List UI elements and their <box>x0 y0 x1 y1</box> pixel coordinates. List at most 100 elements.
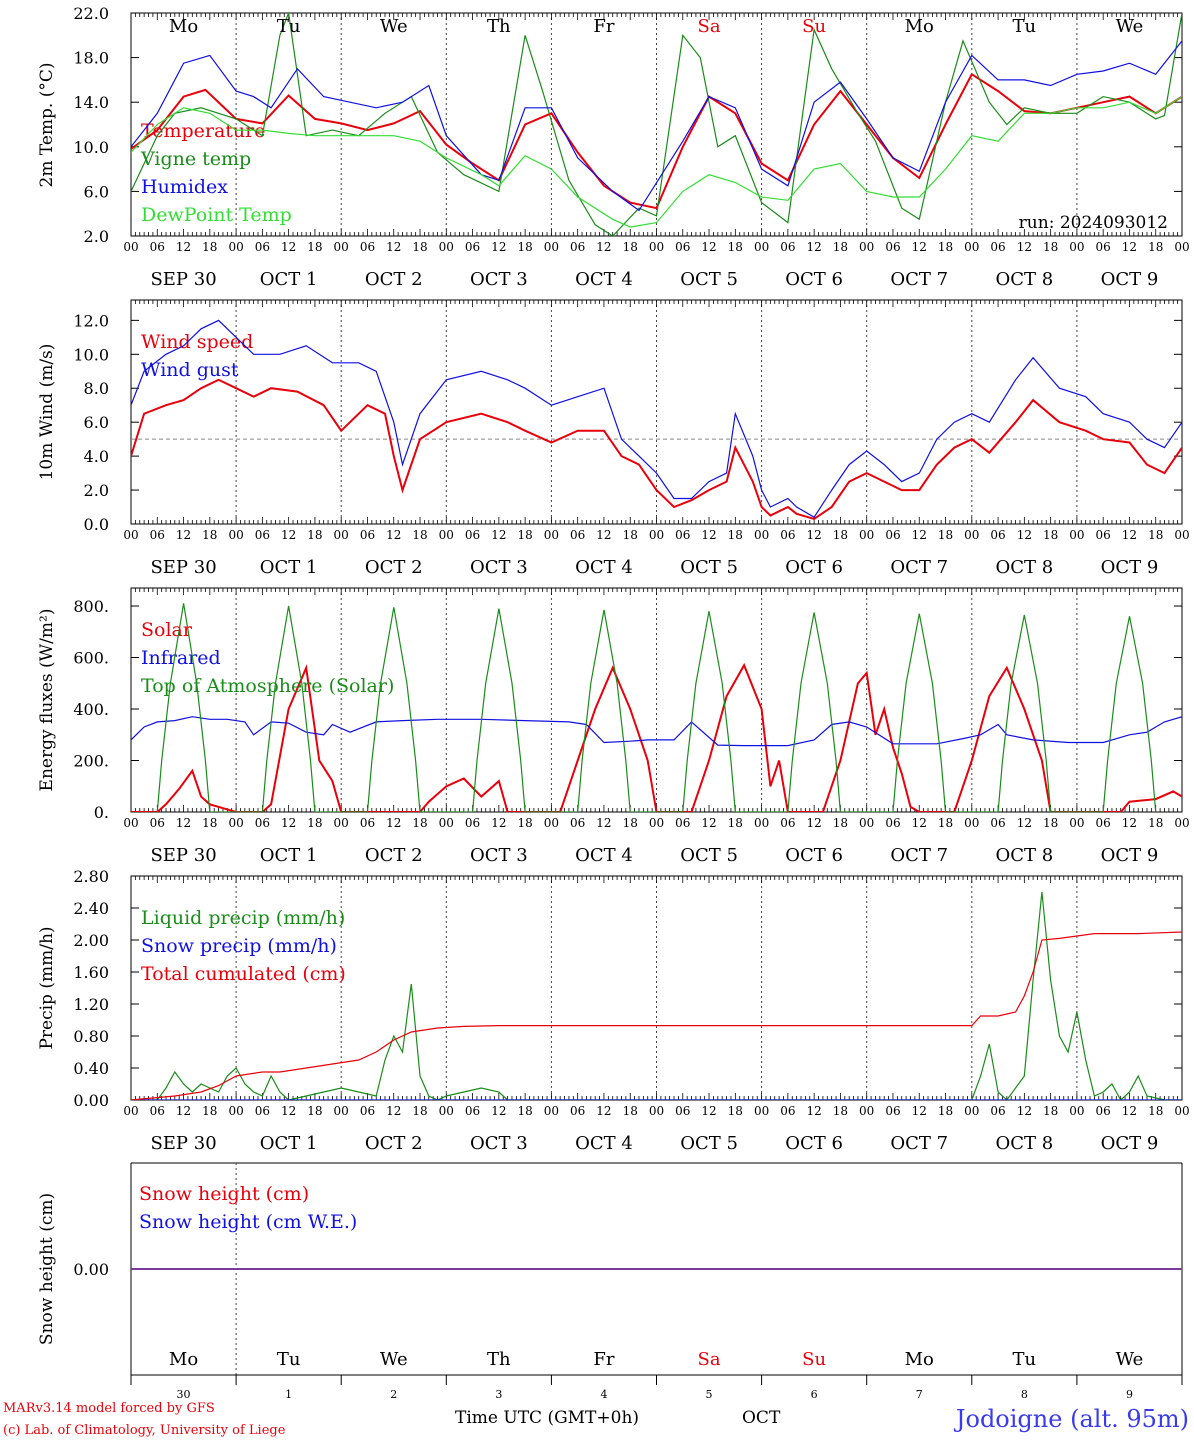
date-label: OCT 2 <box>365 269 423 290</box>
hour-label: 00 <box>859 528 874 542</box>
legend-entry: Snow height (cm) <box>139 1183 309 1205</box>
hour-label: 12 <box>1122 1104 1137 1118</box>
y-axis-label: Energy fluxes (W/m²) <box>37 609 57 792</box>
day-name: We <box>1116 1349 1144 1370</box>
hour-label: 18 <box>307 240 322 254</box>
hour-label: 06 <box>885 1104 900 1118</box>
y-tick-label: 6.0 <box>84 413 109 432</box>
y-tick-label: 0.00 <box>73 1260 109 1279</box>
hour-label: 06 <box>360 240 375 254</box>
date-label: OCT 1 <box>260 557 318 578</box>
hour-label: 00 <box>754 240 769 254</box>
hour-label: 06 <box>780 1104 795 1118</box>
legend-entry: Top of Atmosphere (Solar) <box>141 675 394 697</box>
date-label: OCT 9 <box>1101 269 1159 290</box>
hour-label: 00 <box>859 240 874 254</box>
hour-label: 00 <box>1069 816 1084 830</box>
date-label: SEP 30 <box>150 845 216 866</box>
date-label: OCT 7 <box>890 557 948 578</box>
hour-label: 12 <box>1017 816 1032 830</box>
legend-entry: Humidex <box>141 176 228 198</box>
day-name: Fr <box>593 1349 614 1370</box>
hour-label: 00 <box>1069 1104 1084 1118</box>
hour-label: 06 <box>1096 1104 1111 1118</box>
legend-entry: DewPoint Temp <box>141 204 292 226</box>
date-label: OCT 5 <box>680 845 738 866</box>
hour-label: 12 <box>701 1104 716 1118</box>
hour-label: 18 <box>1148 1104 1163 1118</box>
day-number: 4 <box>600 1388 607 1401</box>
hour-label: 06 <box>885 240 900 254</box>
hour-label: 06 <box>990 240 1005 254</box>
y-tick-label: 2.00 <box>73 931 109 950</box>
legend-entry: Wind gust <box>141 359 239 381</box>
y-tick-label: 1.20 <box>73 995 109 1014</box>
hour-label: 00 <box>439 816 454 830</box>
hour-label: 18 <box>1043 1104 1058 1118</box>
hour-label: 12 <box>701 240 716 254</box>
hour-label: 18 <box>1043 528 1058 542</box>
date-label: OCT 5 <box>680 1133 738 1154</box>
day-name: Th <box>487 16 511 37</box>
hour-label: 06 <box>150 528 165 542</box>
y-tick-label: 1.60 <box>73 963 109 982</box>
date-label: OCT 8 <box>995 269 1053 290</box>
month-label: OCT <box>742 1408 781 1428</box>
hour-label: 00 <box>439 240 454 254</box>
hour-label: 06 <box>255 240 270 254</box>
hour-label: 18 <box>412 528 427 542</box>
y-tick-label: 6.0 <box>84 182 109 201</box>
series-line <box>156 603 1157 812</box>
y-axis-label: Precip (mm/h) <box>37 926 57 1049</box>
hour-label: 12 <box>701 816 716 830</box>
hour-label: 06 <box>150 816 165 830</box>
hour-label: 00 <box>964 1104 979 1118</box>
date-label: OCT 9 <box>1101 1133 1159 1154</box>
hour-label: 06 <box>675 240 690 254</box>
day-number: 5 <box>706 1388 713 1401</box>
hour-label: 12 <box>386 1104 401 1118</box>
hour-label: 18 <box>1148 816 1163 830</box>
series-line <box>131 13 1182 236</box>
y-tick-label: 18.0 <box>73 49 109 68</box>
hour-label: 06 <box>990 1104 1005 1118</box>
hour-label: 00 <box>964 240 979 254</box>
hour-label: 18 <box>412 816 427 830</box>
y-tick-label: 200. <box>73 752 109 771</box>
hour-label: 00 <box>754 816 769 830</box>
hour-label: 06 <box>780 528 795 542</box>
hour-label: 00 <box>964 528 979 542</box>
date-label: OCT 6 <box>785 845 843 866</box>
panel-energy: 0. 200. 400. 600. 800. Energy fluxes (W/m²) So… <box>37 587 1190 866</box>
y-tick-label: 800. <box>73 597 109 616</box>
hour-label: 12 <box>807 816 822 830</box>
hour-label: 12 <box>596 816 611 830</box>
hour-label: 00 <box>544 1104 559 1118</box>
date-label: OCT 2 <box>365 1133 423 1154</box>
hour-label: 18 <box>623 1104 638 1118</box>
day-number: 30 <box>177 1388 191 1401</box>
hour-label: 00 <box>649 528 664 542</box>
day-name: Sa <box>698 1349 721 1370</box>
hour-label: 12 <box>386 240 401 254</box>
legend-entry: Infrared <box>141 647 221 669</box>
series-line <box>131 319 1182 519</box>
series-line <box>131 40 1182 212</box>
hour-label: 00 <box>1069 528 1084 542</box>
series-line <box>131 891 1182 1100</box>
hour-label: 12 <box>281 816 296 830</box>
day-name: Th <box>487 1349 511 1370</box>
day-number: 1 <box>285 1388 292 1401</box>
date-label: OCT 7 <box>890 845 948 866</box>
hour-label: 00 <box>123 528 138 542</box>
hour-label: 18 <box>307 816 322 830</box>
day-number: 6 <box>811 1388 818 1401</box>
hour-label: 12 <box>1017 528 1032 542</box>
date-label: OCT 1 <box>260 1133 318 1154</box>
hour-label: 00 <box>859 816 874 830</box>
panel-temp: 2.0 6.0 10.0 14.0 18.0 22.0 2m Temp. (°C) Tempe… <box>37 4 1190 290</box>
day-name: Tu <box>1013 1349 1037 1370</box>
hour-label: 06 <box>255 816 270 830</box>
panel-precip: 0.00 0.40 0.80 1.20 1.60 2.00 2.40 2.80 Precip (… <box>37 867 1190 1154</box>
hour-label: 18 <box>938 816 953 830</box>
